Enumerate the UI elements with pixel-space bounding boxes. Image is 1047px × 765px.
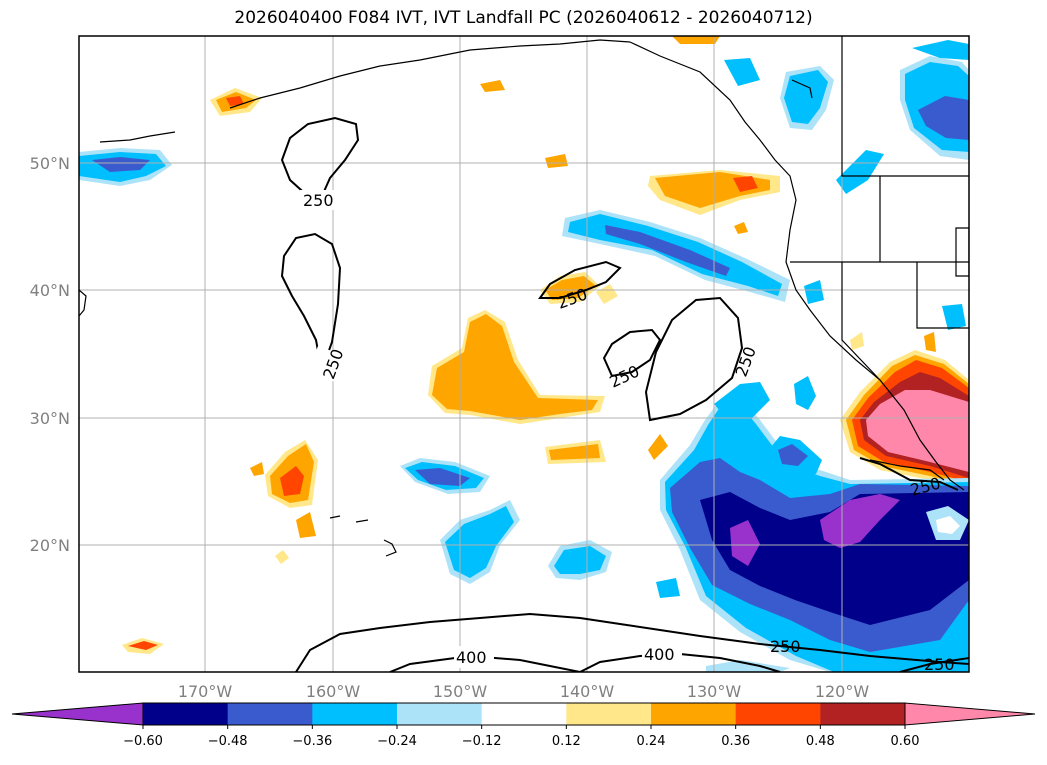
ivt-negative-region (445, 506, 514, 578)
ivt-negative-region (554, 546, 606, 574)
ivt-negative-region (918, 96, 969, 140)
colorbar (11, 702, 1036, 726)
ivt-negative-region (714, 382, 770, 420)
ivt-negative-region (836, 150, 884, 194)
contour-label: 250 (770, 637, 801, 656)
colorbar-segment (735, 703, 821, 725)
ivt-negative-region (605, 225, 730, 276)
ivt-negative-region (415, 468, 470, 486)
ivt-negative-region (820, 494, 900, 548)
ivt-negative-region (724, 58, 760, 86)
ivt-positive-region (733, 176, 758, 192)
ivt-positive-region (128, 641, 158, 650)
contour-label: 400 (456, 648, 487, 667)
ivt-positive-region (250, 462, 264, 476)
ivt-negative-region (92, 157, 150, 172)
longitude-axis: 170°W 160°W 150°W 140°W 130°W 120°W (178, 682, 870, 701)
ivt-positive-region (545, 276, 596, 300)
colorbar-segment (143, 703, 229, 725)
lon-tick: 140°W (560, 682, 615, 701)
colorbar-segment (651, 703, 737, 725)
ivt-positive-region (226, 96, 244, 106)
lat-tick: 40°N (30, 281, 70, 300)
ivt-negative-region (912, 40, 969, 60)
latitude-axis: 50°N 40°N 30°N 20°N (30, 154, 70, 555)
lat-tick: 20°N (30, 536, 70, 555)
ivt-positive-region (924, 332, 936, 352)
ivt-negative-region (942, 304, 966, 330)
colorbar-segment (820, 703, 906, 725)
colorbar-label: 0.24 (637, 734, 666, 749)
ivt-contours (280, 116, 969, 672)
map-frame (78, 35, 970, 673)
colorbar-label: 0.60 (891, 734, 920, 749)
ivt-negative-region (700, 492, 969, 625)
contour-label: 250 (303, 191, 334, 210)
colorbar-segment (312, 703, 398, 725)
ivt-positive-region (296, 512, 316, 538)
lat-tick: 30°N (30, 409, 70, 428)
ivt-negative-region (656, 578, 680, 598)
ivt-negative-region (778, 444, 808, 466)
ivt-positive-core (866, 390, 969, 472)
contour-label: 250 (924, 655, 955, 674)
colorbar-label: 0.36 (721, 734, 750, 749)
ivt-positive-region (275, 550, 289, 564)
ivt-positive-region (672, 36, 720, 44)
colorbar-label: −0.24 (377, 734, 417, 749)
colorbar-label: −0.36 (292, 734, 332, 749)
ivt-positive-region (480, 80, 505, 92)
ivt-negative-region (730, 520, 760, 566)
map-title: 2026040400 F084 IVT, IVT Landfall PC (20… (234, 8, 813, 28)
colorbar-segment (566, 703, 652, 725)
colorbar-label: −0.48 (208, 734, 248, 749)
colorbar-segment (397, 703, 483, 725)
ivt-positive-region (850, 332, 864, 350)
colorbar-label: −0.60 (123, 734, 163, 749)
lon-tick: 120°W (815, 682, 870, 701)
colorbar-label: 0.12 (552, 734, 581, 749)
ivt-positive-region (280, 466, 304, 496)
ivt-positive-region (648, 434, 668, 460)
ivt-negative-region (804, 280, 824, 304)
colorbar-extend-high (904, 702, 1036, 726)
ivt-negative-region (784, 70, 828, 124)
colorbar-extend-low (11, 702, 144, 726)
colorbar-label: −0.12 (462, 734, 502, 749)
colorbar-labels: −0.60 −0.48 −0.36 −0.24 −0.12 0.12 0.24 0.36 0.4… (123, 725, 919, 749)
ivt-positive-region (432, 314, 598, 420)
lon-tick: 160°W (306, 682, 361, 701)
ivt-positive-region (545, 154, 568, 168)
ivt-pc-field (79, 36, 969, 672)
ivt-positive-region (596, 284, 618, 304)
colorbar-segment (481, 703, 567, 725)
ivt-negative-region (936, 516, 960, 534)
contour-label: 400 (644, 645, 675, 664)
lon-tick: 130°W (687, 682, 742, 701)
lon-tick: 150°W (433, 682, 488, 701)
ivt-negative-region (794, 376, 816, 410)
colorbar-outline (142, 702, 906, 726)
lat-tick: 50°N (30, 154, 70, 173)
colorbar-label: 0.48 (806, 734, 835, 749)
coastlines (79, 36, 969, 557)
colorbar-segment (227, 703, 313, 725)
lon-tick: 170°W (178, 682, 233, 701)
ivt-positive-region (734, 222, 748, 234)
